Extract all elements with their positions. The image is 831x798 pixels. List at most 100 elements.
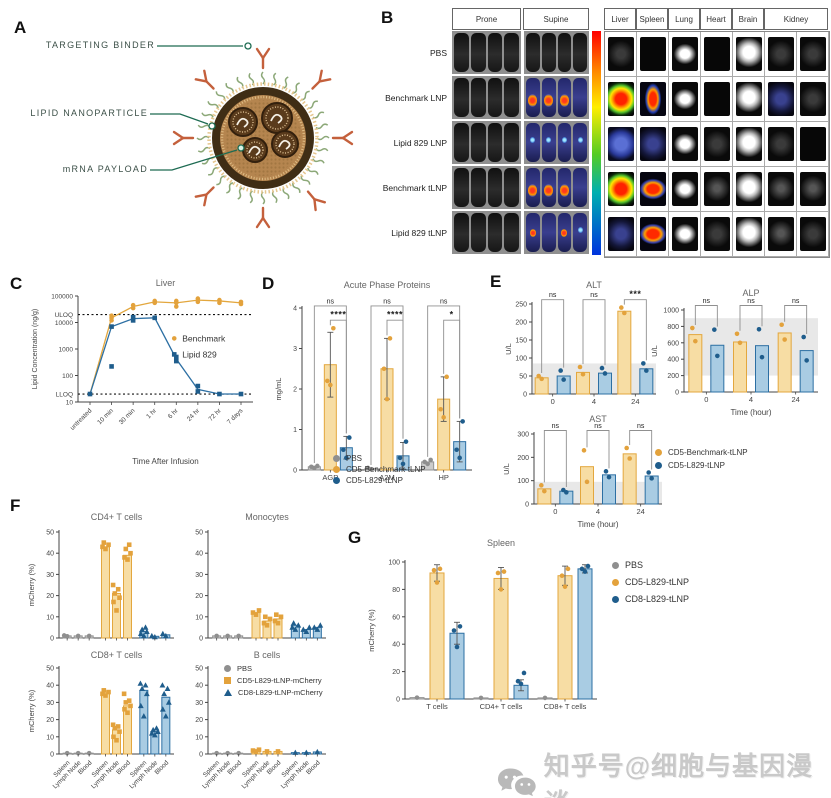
spleen-svg: Spleen 0 20 40 60 80 100 mCherry (%) T cells CD4+… (367, 538, 597, 711)
panel-f-legend: PBS CD5-L829-tLNP-mCherry CD8-L829-tLNP-mC… (224, 664, 323, 697)
legend-item: CD8-L829-tLNP-mCherry (224, 688, 323, 697)
svg-text:AST: AST (589, 414, 607, 424)
treatment-row-label: Lipid 829 tLNP (391, 227, 447, 238)
ast-svg: AST 0 100 200 300 U/L 0 4 24 ns ns ns Time (hour) (502, 414, 662, 529)
svg-text:B cells: B cells (254, 650, 281, 660)
panel-a-label: A (14, 18, 27, 37)
svg-text:10: 10 (46, 614, 54, 621)
organ-image-cell (701, 122, 733, 167)
pose-header-supine: Supine (523, 8, 589, 30)
antibody-icon (331, 130, 354, 146)
svg-text:10: 10 (195, 734, 203, 741)
svg-text:Monocytes: Monocytes (245, 512, 289, 522)
circle-marker-icon (655, 462, 662, 469)
organ-signal-image (639, 82, 666, 116)
mouse-silhouette (526, 213, 540, 252)
svg-text:CD8+ T cells: CD8+ T cells (91, 650, 143, 660)
mouse-silhouette (470, 78, 486, 117)
svg-text:CD4+ T cells: CD4+ T cells (91, 512, 143, 522)
svg-text:LLOQ: LLOQ (56, 392, 73, 399)
organ-image-cell (765, 32, 797, 77)
svg-text:4: 4 (592, 397, 596, 406)
svg-text:30: 30 (46, 700, 54, 707)
legend-label: CD5-Benchmark-tLNP (668, 448, 748, 457)
organ-signal-image (671, 37, 698, 71)
svg-text:Acute Phase Proteins: Acute Phase Proteins (344, 280, 431, 290)
organ-signal-image (767, 172, 794, 206)
legend-item: PBS (224, 664, 323, 673)
svg-text:40: 40 (392, 642, 400, 649)
svg-text:30: 30 (46, 572, 54, 579)
mouse-silhouette (541, 33, 556, 72)
antibody-icon (255, 206, 271, 229)
mouse-silhouette (573, 78, 587, 117)
svg-text:60: 60 (392, 614, 400, 621)
organ-image-cell (733, 77, 765, 122)
organ-signal-image (703, 37, 730, 71)
svg-text:10: 10 (66, 400, 74, 407)
organ-signal-image (735, 172, 762, 206)
mouse-silhouette (487, 123, 503, 162)
organ-signal-image (607, 82, 634, 116)
organ-image-cell (701, 167, 733, 212)
mouse-image-panel (524, 121, 589, 164)
square-marker-icon (224, 677, 231, 684)
mouse-silhouette (526, 33, 540, 72)
legend-label: CD5-L829-tLNP (625, 577, 690, 587)
svg-text:800: 800 (667, 324, 679, 331)
mouse-silhouette (470, 33, 486, 72)
mouse-silhouette (454, 78, 469, 117)
svg-text:0: 0 (50, 636, 54, 643)
organ-signal-image (799, 82, 826, 116)
svg-text:ns: ns (703, 298, 711, 305)
circle-marker-icon (224, 665, 231, 672)
organ-image-cell (605, 32, 637, 77)
svg-text:ns: ns (594, 423, 602, 430)
callout-lipid-nanoparticle: LIPID NANOPARTICLE (30, 108, 148, 118)
legend-label: PBS (346, 454, 363, 463)
organ-signal-image (607, 172, 634, 206)
svg-text:Lipid Concentration (ng/g): Lipid Concentration (ng/g) (32, 309, 39, 390)
svg-text:mg/mL: mg/mL (274, 378, 283, 401)
organ-image-cell (733, 212, 765, 257)
mouse-silhouette (573, 168, 587, 207)
svg-text:ns: ns (637, 423, 645, 430)
legend-label: CD5-L829-tLNP (668, 461, 725, 470)
svg-text:10: 10 (46, 734, 54, 741)
svg-text:30: 30 (195, 700, 203, 707)
svg-text:ALT: ALT (586, 280, 602, 290)
organ-image-grid (604, 31, 830, 258)
circle-marker-icon (655, 449, 662, 456)
mouse-silhouette (454, 33, 469, 72)
svg-text:20: 20 (46, 717, 54, 724)
svg-text:ns: ns (440, 298, 448, 305)
svg-text:30 min: 30 min (118, 407, 137, 426)
svg-text:mCherry (%): mCherry (%) (27, 689, 36, 732)
legend-item: CD5-L829-tLNP (612, 577, 689, 587)
legend-item: CD5-Benchmark-tLNP (655, 448, 748, 457)
antibody-icon (194, 186, 215, 207)
organ-image-cell (637, 167, 669, 212)
svg-text:CD8+ T cells: CD8+ T cells (544, 702, 587, 711)
svg-text:*: * (450, 310, 454, 320)
organ-image-cell (637, 212, 669, 257)
organ-signal-image (735, 82, 762, 116)
liver-svg: Liver 10 100 1000 10000 100000 ULOQ LLOQ Lipid C… (32, 278, 253, 466)
svg-text:ns: ns (590, 292, 598, 299)
antibody-icon (306, 190, 327, 212)
monocytes-svg: Monocytes 0 10 20 30 40 50 (195, 512, 326, 643)
organ-image-cell (701, 77, 733, 122)
svg-text:4: 4 (293, 306, 297, 313)
mouse-silhouette (573, 33, 587, 72)
legend-label: CD5-L829-tLNP-mCherry (237, 676, 322, 685)
svg-text:U/L: U/L (650, 345, 659, 357)
circle-marker-icon (333, 466, 340, 473)
panel-g-legend: PBS CD5-L829-tLNP CD8-L829-tLNP (612, 560, 689, 604)
mouse-silhouette (487, 33, 503, 72)
svg-text:400: 400 (667, 357, 679, 364)
organ-signal-image (671, 172, 698, 206)
mouse-silhouette (487, 78, 503, 117)
watermark: 知乎号@细胞与基因漫谈 (497, 746, 831, 798)
organ-signal-image (799, 37, 826, 71)
